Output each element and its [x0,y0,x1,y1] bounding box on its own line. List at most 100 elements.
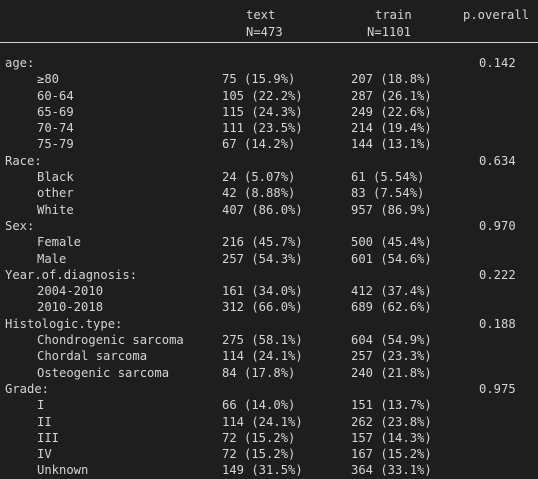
table-row: ≥80 75 (15.9%) 207 (18.8%) [0,71,538,87]
variable-header-row: Histologic.type: 0.188 [0,316,538,332]
cell-train: 249 (22.6%) [351,104,432,119]
row-label: 2010-2018 [37,300,104,315]
cell-text: 161 (34.0%) [222,284,303,299]
cell-train: 144 (13.1%) [351,137,432,152]
table-row: Female 216 (45.7%) 500 (45.4%) [0,234,538,250]
cell-train: 364 (33.1%) [351,463,432,478]
cell-train: 151 (13.7%) [351,398,432,413]
cell-text: 72 (15.2%) [222,430,296,445]
variable-header-row: Race: 0.634 [0,153,538,169]
variable-label: Sex: [5,218,35,233]
cell-text: 312 (66.0%) [222,300,303,315]
cell-train: 689 (62.6%) [351,300,432,315]
cell-train: 257 (23.3%) [351,349,432,364]
row-label: Chordal sarcoma [37,349,148,364]
cell-text: 114 (24.1%) [222,414,303,429]
cell-train: 412 (37.4%) [351,284,432,299]
row-label: 2004-2010 [37,284,104,299]
row-label: II [37,414,52,429]
cell-text: 72 (15.2%) [222,447,296,462]
row-label: White [37,202,74,217]
cell-train: 957 (86.9%) [351,202,432,217]
column-n-text: N=473 [246,25,283,39]
p-value: 0.188 [479,316,516,331]
column-title-p-overall: p.overall [463,8,530,22]
table-row: 70-74 111 (23.5%) 214 (19.4%) [0,120,538,136]
cell-text: 75 (15.9%) [222,72,296,87]
cell-text: 84 (17.8%) [222,365,296,380]
table-row: Osteogenic sarcoma 84 (17.8%) 240 (21.8%) [0,365,538,381]
cell-train: 167 (15.2%) [351,447,432,462]
row-label: Black [37,170,74,185]
table-row: Male 257 (54.3%) 601 (54.6%) [0,251,538,267]
table-row: 65-69 115 (24.3%) 249 (22.6%) [0,104,538,120]
cell-train: 287 (26.1%) [351,88,432,103]
variable-label: Race: [5,153,42,168]
cell-text: 149 (31.5%) [222,463,303,478]
cell-text: 66 (14.0%) [222,398,296,413]
cell-text: 24 (5.07%) [222,170,296,185]
table-row: I 66 (14.0%) 151 (13.7%) [0,397,538,413]
row-label: other [37,186,74,201]
p-value: 0.142 [479,56,516,70]
row-label: III [37,430,60,445]
header-divider [0,42,538,43]
cell-train: 207 (18.8%) [351,72,432,87]
table-row: other 42 (8.88%) 83 (7.54%) [0,185,538,201]
cell-train: 157 (14.3%) [351,430,432,445]
cell-text: 105 (22.2%) [222,88,303,103]
cell-text: 115 (24.3%) [222,104,303,119]
cell-train: 240 (21.8%) [351,365,432,380]
cell-text: 67 (14.2%) [222,137,296,152]
table-row: 2010-2018 312 (66.0%) 689 (62.6%) [0,299,538,315]
cell-text: 407 (86.0%) [222,202,303,217]
table-row: White 407 (86.0%) 957 (86.9%) [0,202,538,218]
table-header: text N=473 train N=1101 p.overall [0,7,538,41]
variable-label: age: [5,56,35,70]
variable-label: Histologic.type: [5,316,123,331]
table-row: Black 24 (5.07%) 61 (5.54%) [0,169,538,185]
row-label: IV [37,447,52,462]
row-label: 70-74 [37,121,74,136]
column-title-text: text [246,8,276,22]
variable-header-row: Year.of.diagnosis: 0.222 [0,267,538,283]
p-value: 0.222 [479,267,516,282]
table-row: II 114 (24.1%) 262 (23.8%) [0,414,538,430]
row-label: ≥80 [37,72,60,87]
row-label: 60-64 [37,88,74,103]
table-row: Chondrogenic sarcoma 275 (58.1%) 604 (54.9… [0,332,538,348]
cell-text: 42 (8.88%) [222,186,296,201]
table-row: IV 72 (15.2%) 167 (15.2%) [0,446,538,462]
cell-train: 214 (19.4%) [351,121,432,136]
row-label: Chondrogenic sarcoma [37,333,184,348]
cell-text: 257 (54.3%) [222,251,303,266]
column-n-train: N=1101 [367,25,412,39]
row-label: Female [37,235,82,250]
cell-text: 216 (45.7%) [222,235,303,250]
cell-train: 604 (54.9%) [351,333,432,348]
cell-train: 601 (54.6%) [351,251,432,266]
row-label: 75-79 [37,137,74,152]
row-label: I [37,398,45,413]
variable-header-row: age: 0.142 [0,55,538,71]
table-row: III 72 (15.2%) 157 (14.3%) [0,430,538,446]
variable-label: Grade: [5,381,50,396]
variable-header-row: Grade: 0.975 [0,381,538,397]
table-row: 60-64 105 (22.2%) 287 (26.1%) [0,88,538,104]
variable-header-row: Sex: 0.970 [0,218,538,234]
p-value: 0.975 [479,381,516,396]
table-row: 2004-2010 161 (34.0%) 412 (37.4%) [0,283,538,299]
cell-train: 83 (7.54%) [351,186,425,201]
table-row: Chordal sarcoma 114 (24.1%) 257 (23.3%) [0,348,538,364]
cell-text: 114 (24.1%) [222,349,303,364]
cell-train: 61 (5.54%) [351,170,425,185]
row-label: Unknown [37,463,89,478]
cell-train: 500 (45.4%) [351,235,432,250]
table-body: age: 0.142 ≥80 75 (15.9%) 207 (18.8%) 60-64 10… [0,55,538,479]
row-label: Osteogenic sarcoma [37,365,170,380]
row-label: 65-69 [37,104,74,119]
row-label: Male [37,251,67,266]
table-row: 75-79 67 (14.2%) 144 (13.1%) [0,136,538,152]
p-value: 0.634 [479,153,516,168]
column-title-train: train [375,8,412,22]
